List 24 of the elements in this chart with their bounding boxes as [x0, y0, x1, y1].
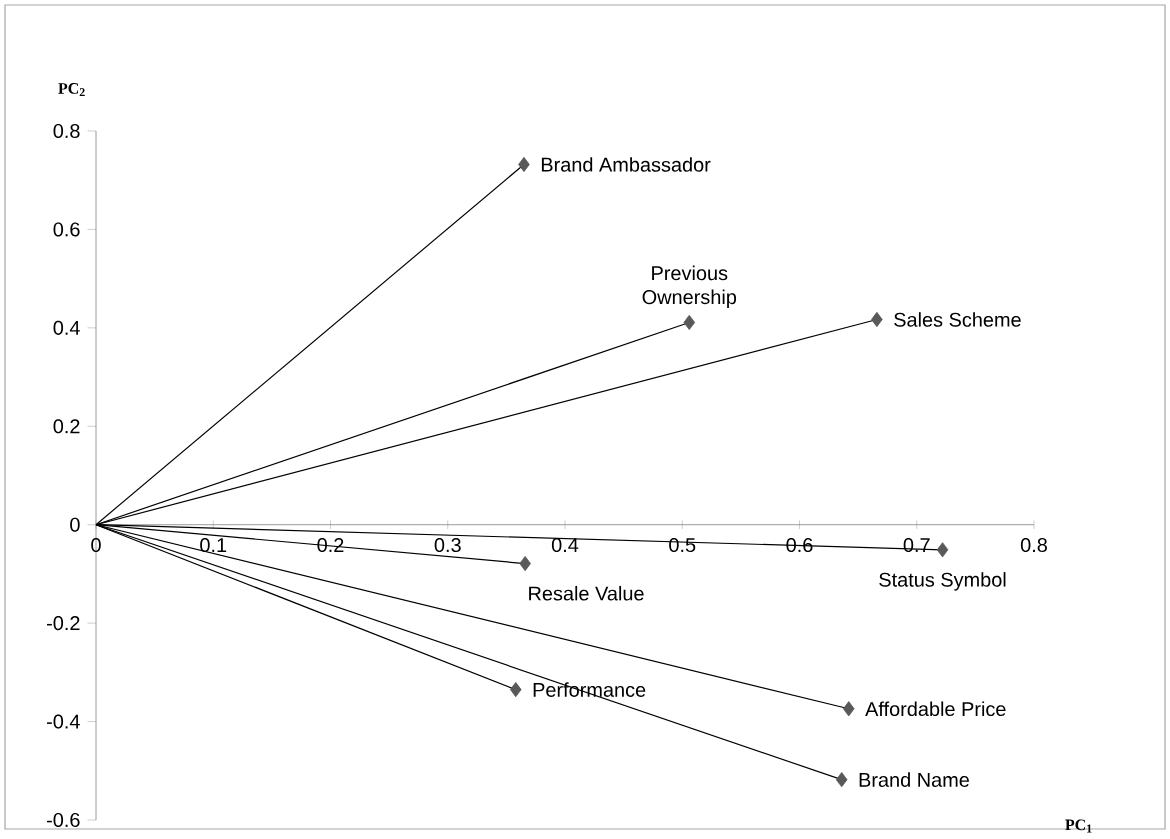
x-tick-label: 0.7: [903, 537, 930, 553]
y-axis-title: PC$_{2}$: [58, 83, 85, 97]
annotation: Affordable Price: [865, 701, 1006, 717]
y-tick-label: -0.6: [47, 812, 80, 827]
x-tick-label: 0.5: [669, 537, 696, 553]
y-tick-label: 0.2: [53, 419, 80, 434]
y-tick-label: 0.8: [53, 123, 80, 138]
y-tick-label: 0: [70, 517, 80, 532]
y-tick-label: -0.2: [47, 616, 80, 631]
y-tick-label: 0.6: [53, 222, 80, 237]
x-axis-title: PC$_{1}$: [1065, 819, 1092, 833]
x-tick-label: 0: [91, 537, 101, 553]
x-tick-label: 0.1: [200, 537, 227, 553]
annotation: Brand Name: [859, 772, 969, 787]
annotation: Sales Scheme: [894, 312, 1021, 327]
annotation: Brand Ambassador: [541, 157, 711, 172]
y-tick-label: -0.4: [47, 714, 80, 729]
annotation: Status Symbol: [879, 572, 1006, 591]
annotation: Previous Ownership: [642, 265, 737, 309]
x-tick-label: 0.4: [551, 537, 579, 553]
y-tick-label: 0.4: [53, 320, 80, 335]
x-tick-label: 0.8: [1020, 537, 1047, 553]
x-tick-label: 0.3: [434, 537, 461, 553]
annotation: Resale Value: [529, 585, 644, 601]
